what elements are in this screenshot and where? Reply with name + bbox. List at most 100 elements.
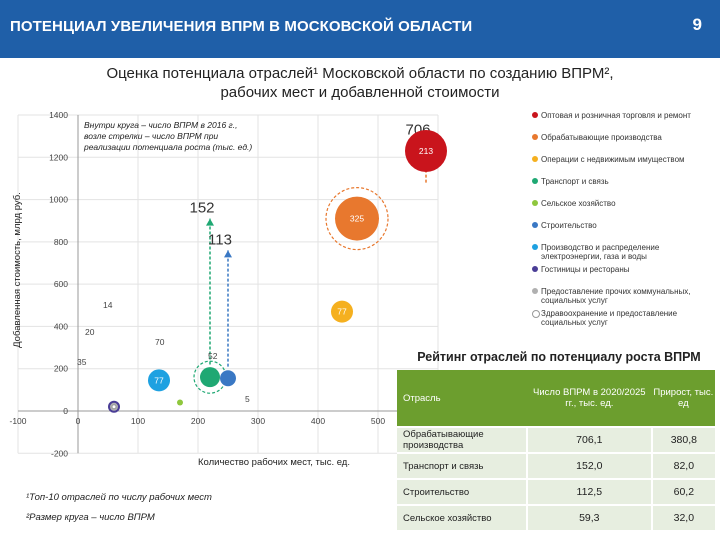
small-value-label: 70 — [155, 337, 165, 347]
arrow-head — [206, 218, 214, 226]
arrow-label: 113 — [208, 231, 232, 248]
table-cell-count: 59,3 — [525, 504, 652, 530]
legend-color-dot — [532, 222, 538, 228]
legend-color-dot — [532, 288, 538, 294]
point-value-label: 77 — [154, 375, 164, 385]
y-tick-label: 600 — [54, 279, 68, 289]
y-axis-label: Добавленная стоимость, млрд руб. — [12, 192, 23, 348]
ranking-table: Отрасль Число ВПРМ в 2020/2025 гг., тыс.… — [397, 370, 715, 530]
table-header-industry: Отрасль — [397, 370, 527, 427]
legend-color-dot — [532, 266, 538, 272]
chart-note-line: Внутри круга – число ВПРМ в 2016 г., — [84, 120, 237, 130]
legend-label: Строительство — [541, 221, 597, 230]
legend-item: Транспорт и связь — [532, 177, 718, 199]
point-value-label: 325 — [350, 214, 364, 224]
legend-label: Сельское хозяйство — [541, 199, 616, 208]
x-tick-label: 100 — [131, 416, 145, 426]
footnote-1: ¹Топ-10 отраслей по числу рабочих мест — [26, 492, 212, 503]
table-header-growth: Прирост, тыс. ед — [651, 370, 715, 427]
data-point — [405, 129, 447, 172]
table-title: Рейтинг отраслей по потенциалу роста ВПР… — [417, 350, 701, 364]
legend-label: Гостиницы и рестораны — [541, 265, 630, 274]
table-row: Обрабатывающие производства 706,1 380,8 — [397, 426, 715, 453]
legend-item: Предоставление прочих коммунальных, соци… — [532, 287, 718, 309]
legend-item: Строительство — [532, 221, 718, 243]
x-tick-label: 200 — [191, 416, 205, 426]
chart-note-line: реализации потенциала роста (тыс. ед.) — [83, 142, 252, 152]
legend-color-dot — [532, 310, 540, 318]
subtitle-line-1: Оценка потенциала отраслей¹ Московской о… — [106, 65, 614, 82]
legend-label: Предоставление прочих коммунальных, соци… — [541, 287, 691, 305]
data-point — [335, 196, 379, 241]
x-tick-label: -100 — [9, 416, 26, 426]
chart-note: Внутри круга – число ВПРМ в 2016 г., возл… — [83, 120, 252, 152]
potential-ring — [325, 186, 389, 251]
x-tick-label: 300 — [251, 416, 265, 426]
subtitle-line-2: рабочих мест и добавленной стоимости — [220, 84, 500, 101]
legend-label: Здравоохранение и предоставление социаль… — [541, 309, 678, 327]
legend-label: Оптовая и розничная торговля и ремонт — [541, 111, 691, 120]
small-value-label: 14 — [103, 300, 113, 310]
legend-item: Сельское хозяйство — [532, 199, 718, 221]
legend-color-dot — [532, 156, 538, 162]
table-header-count: Число ВПРМ в 2020/2025 гг., тыс. ед. — [526, 370, 652, 427]
y-tick-label: -200 — [51, 448, 68, 458]
point-value-label: 77 — [337, 307, 347, 317]
table-cell-count: 706,1 — [525, 426, 652, 453]
table-cell-growth: 60,2 — [650, 478, 715, 505]
table-cell-industry: Транспорт и связь — [397, 452, 527, 479]
y-tick-label: 400 — [54, 321, 68, 331]
table-cell-industry: Обрабатывающие производства — [397, 426, 527, 453]
legend-item: Здравоохранение и предоставление социаль… — [532, 309, 718, 331]
legend-color-dot — [532, 200, 538, 206]
legend-color-dot — [532, 244, 538, 250]
data-point — [331, 300, 353, 323]
x-tick-label: 0 — [76, 416, 81, 426]
x-axis-label: Количество рабочих мест, тыс. ед. — [198, 457, 350, 468]
legend-color-dot — [532, 134, 538, 140]
legend-label: Производство и распределение электроэнер… — [541, 243, 660, 261]
small-value-label: 5 — [245, 394, 250, 404]
small-value-label: 20 — [85, 327, 95, 337]
x-tick-label: 500 — [371, 416, 385, 426]
footnote-2: ²Размер круга – число ВПРМ — [26, 512, 155, 523]
table-cell-count: 112,5 — [525, 478, 652, 505]
table-row: Транспорт и связь 152,0 82,0 — [397, 452, 715, 479]
bubble-chart: -200 0 200 400 600 800 1000 1200 1400 -100 0 100 200… — [9, 110, 447, 468]
legend-label: Обрабатывающие производства — [541, 133, 662, 142]
legend-label: Операции с недвижимым имуществом — [541, 155, 685, 164]
table-cell-growth: 82,0 — [650, 452, 715, 479]
data-point — [177, 399, 183, 406]
data-point — [200, 367, 220, 388]
y-tick-label: 200 — [54, 364, 68, 374]
page-title: ПОТЕНЦИАЛ УВЕЛИЧЕНИЯ ВПРМ В МОСКОВСКОЙ О… — [10, 18, 473, 35]
y-tick-label: 1000 — [49, 195, 68, 205]
page-number: 9 — [692, 15, 702, 34]
table-cell-count: 152,0 — [525, 452, 652, 479]
table-cell-industry: Строительство — [397, 478, 527, 505]
legend-label: Транспорт и связь — [541, 177, 609, 186]
small-value-label: 35 — [77, 357, 87, 367]
table-row: Сельское хозяйство 59,3 32,0 — [397, 504, 715, 530]
table-row: Строительство 112,5 60,2 — [397, 478, 715, 505]
point-value-label: 213 — [419, 146, 433, 156]
arrow-label: 152 — [189, 200, 214, 217]
legend-item: Обрабатывающие производства — [532, 133, 718, 155]
table-cell-growth: 32,0 — [650, 504, 715, 530]
x-tick-label: 400 — [311, 416, 325, 426]
data-point — [111, 404, 117, 410]
legend-item: Операции с недвижимым имуществом — [532, 155, 718, 177]
legend-item: Гостиницы и рестораны — [532, 265, 718, 287]
table-cell-growth: 380,8 — [650, 426, 715, 453]
legend-item: Оптовая и розничная торговля и ремонт — [532, 111, 718, 133]
table-cell-industry: Сельское хозяйство — [397, 504, 527, 530]
chart-note-line: возле стрелки – число ВПРМ при — [84, 131, 218, 141]
y-tick-label: 800 — [54, 237, 68, 247]
y-tick-label: 1200 — [49, 152, 68, 162]
small-value-label: 52 — [208, 351, 218, 361]
legend-color-dot — [532, 178, 538, 184]
y-tick-label: 1400 — [49, 110, 68, 120]
legend-item: Производство и распределение электроэнер… — [532, 243, 718, 265]
table-header-row: Отрасль Число ВПРМ в 2020/2025 гг., тыс.… — [397, 370, 715, 427]
data-point — [148, 369, 170, 392]
